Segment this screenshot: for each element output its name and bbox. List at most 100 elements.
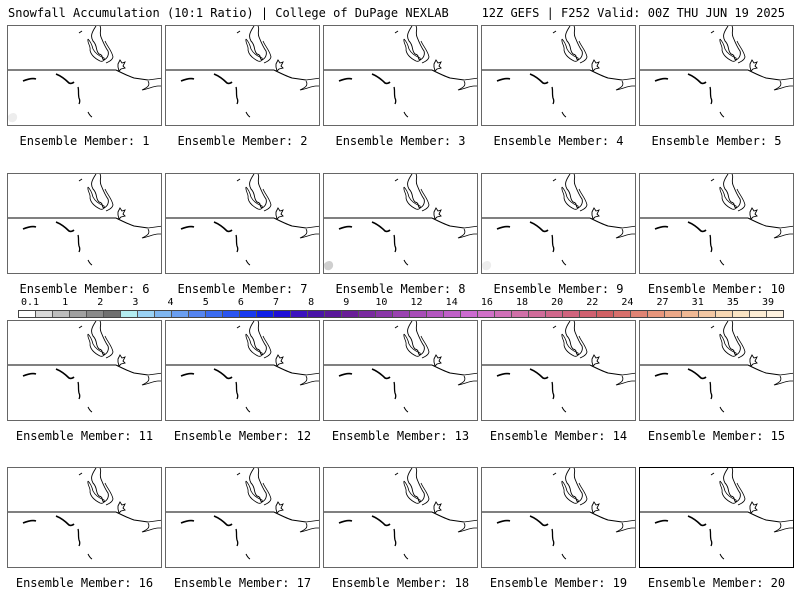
ensemble-member-map [481,320,636,421]
colorbar-swatch [104,311,121,317]
colorbar-tick-label: 18 [515,297,529,308]
ensemble-member-map [639,25,794,126]
colorbar-swatch [172,311,189,317]
colorbar-swatch [546,311,563,317]
colorbar-swatch [376,311,393,317]
colorbar-swatch [325,311,342,317]
ensemble-member-map [481,467,636,568]
colorbar-tick-label: 16 [480,297,493,308]
ensemble-member-map [323,25,478,126]
map-outline [8,174,161,266]
colorbar-swatch [716,311,733,317]
ensemble-member-label: Ensemble Member: 14 [489,429,628,443]
colorbar-swatch [257,311,274,317]
ensemble-member-label: Ensemble Member: 7 [177,282,308,296]
ensemble-member-label: Ensemble Member: 10 [647,282,786,296]
ensemble-member-label: Ensemble Member: 4 [493,134,624,148]
colorbar-swatch [274,311,291,317]
colorbar-swatch [359,311,376,317]
colorbar-tick-label: 35 [726,297,739,308]
colorbar-tick-label: 5 [202,297,209,308]
colorbar-swatch [121,311,138,317]
colorbar-swatch [87,311,104,317]
colorbar-swatch [19,311,36,317]
colorbar-swatch [155,311,172,317]
ensemble-member-label: Ensemble Member: 1 [19,134,150,148]
map-outline [8,321,161,413]
map-outline [324,321,477,413]
ensemble-member-map [7,467,162,568]
ensemble-member-label: Ensemble Member: 2 [177,134,308,148]
colorbar-swatch [444,311,461,317]
colorbar-tick-label: 10 [375,297,388,308]
run-info: 12Z GEFS | F252 Valid: 00Z THU JUN 19 20… [481,6,785,20]
ensemble-member-label: Ensemble Member: 19 [489,576,628,590]
colorbar-tick-label: 3 [132,297,139,308]
ensemble-member-label: Ensemble Member: 15 [647,429,786,443]
colorbar-swatch [70,311,87,317]
ensemble-member-map [323,320,478,421]
ensemble-member-label: Ensemble Member: 3 [335,134,466,148]
map-outline [324,26,477,118]
ensemble-member-label: Ensemble Member: 11 [15,429,154,443]
colorbar-swatch [767,311,783,317]
colorbar-tick-label: 31 [691,297,704,308]
colorbar-swatch [699,311,716,317]
colorbar-swatch [750,311,767,317]
colorbar-tick-label: 7 [272,297,280,308]
ensemble-member-map [165,467,320,568]
map-outline [640,468,793,560]
ensemble-member-label: Ensemble Member: 9 [493,282,624,296]
ensemble-member-label: Ensemble Member: 20 [647,576,786,590]
colorbar-tick-label: 1 [62,297,69,308]
colorbar-swatch [648,311,665,317]
map-outline [482,468,635,560]
colorbar-swatch [614,311,631,317]
colorbar-swatch [206,311,223,317]
colorbar-swatch [512,311,529,317]
map-outline [482,174,635,271]
colorbar-swatch [461,311,478,317]
colorbar-tick-label: 24 [621,297,634,308]
map-outline [640,321,793,413]
map-title: Snowfall Accumulation (10:1 Ratio) | Col… [8,6,449,20]
ensemble-member-map [323,467,478,568]
map-outline [324,468,477,560]
map-outline [482,321,635,413]
colorbar-swatch [529,311,546,317]
map-outline [324,174,477,271]
snowfall-colorbar [18,310,784,318]
ensemble-member-label: Ensemble Member: 12 [173,429,312,443]
colorbar-swatch [342,311,359,317]
map-outline [166,26,319,118]
map-outline [166,321,319,413]
map-outline [166,174,319,266]
colorbar-swatch [53,311,70,317]
colorbar-tick-label: 14 [445,297,458,308]
snowfall-blob [482,261,492,271]
colorbar-tick-label: 2 [97,297,104,308]
colorbar-swatch [189,311,206,317]
colorbar-swatch [240,311,257,317]
ensemble-member-map [165,320,320,421]
map-outline [640,26,793,118]
colorbar-tick-label: 4 [167,297,174,308]
ensemble-member-map [165,173,320,274]
colorbar-swatch [410,311,427,317]
colorbar-swatch [427,311,444,317]
ensemble-member-label: Ensemble Member: 13 [331,429,470,443]
map-outline [640,174,793,266]
ensemble-member-map [7,320,162,421]
colorbar-labels: 0.1 1 2 3 4 5 6 7 8 9 10 12 14 16 18 20 22 24 27 31 35 39 [0,297,800,309]
ensemble-member-map [639,173,794,274]
colorbar-swatch [223,311,240,317]
snowfall-blob [8,113,18,123]
colorbar-swatch [597,311,614,317]
map-outline [482,26,635,118]
colorbar-swatch [138,311,155,317]
ensemble-member-label: Ensemble Member: 8 [335,282,466,296]
colorbar-tick-label: 8 [308,297,315,308]
colorbar-swatch [36,311,53,317]
snowfall-blob [324,261,334,271]
